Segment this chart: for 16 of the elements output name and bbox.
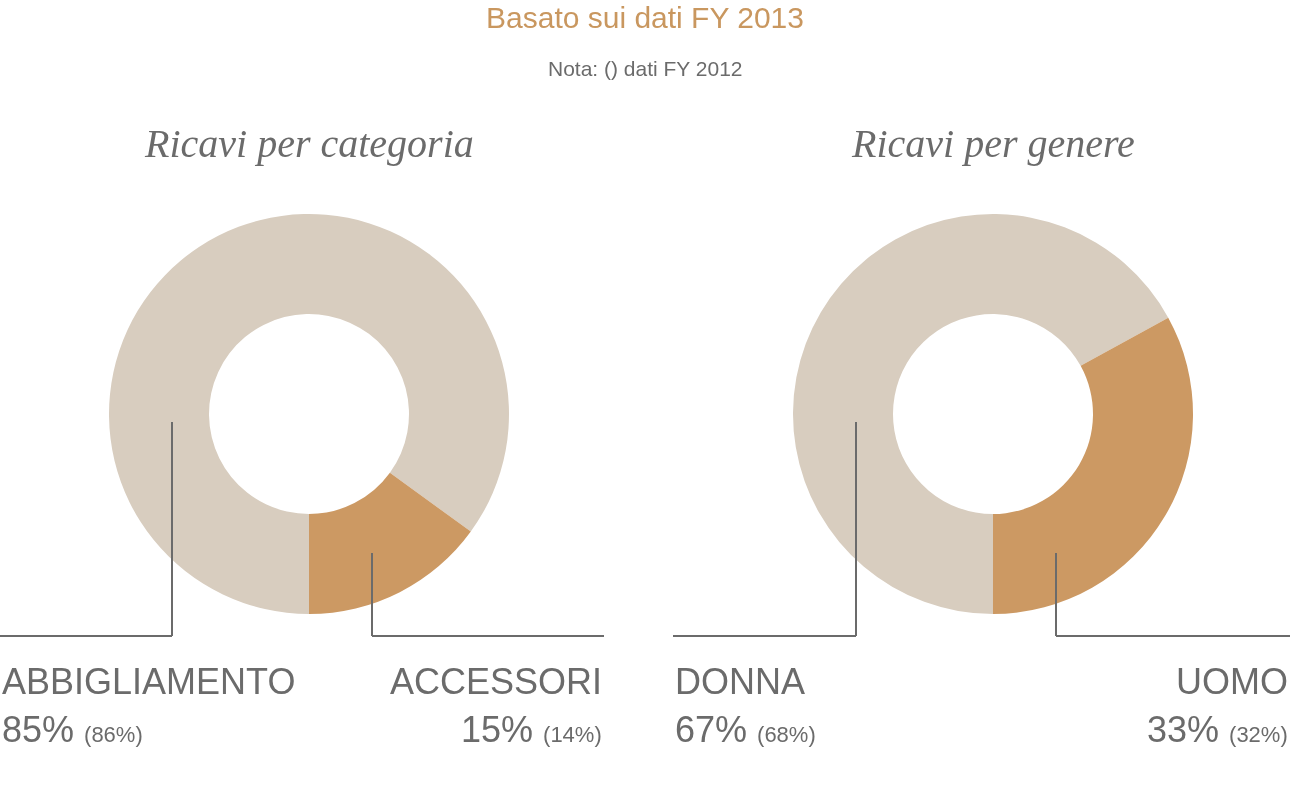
slice-label: ABBIGLIAMENTO (2, 661, 296, 702)
chart-title: Ricavi per categoria (144, 121, 474, 166)
donut-slice (993, 317, 1193, 614)
text: Basato sui dati FY 2013 (486, 1, 804, 34)
data-label: 15% (14%) (461, 709, 602, 750)
data-label: 67% (68%) (675, 709, 816, 750)
text: Nota: () dati FY 2012 (548, 57, 743, 80)
data-label: 85% (86%) (2, 709, 143, 750)
slice-label: UOMO (1176, 661, 1288, 702)
data-label: 33% (32%) (1147, 709, 1288, 750)
donut-slice (309, 472, 471, 614)
chart-title: Ricavi per genere (851, 121, 1135, 166)
slice-label: DONNA (675, 661, 806, 702)
slice-label: ACCESSORI (390, 661, 603, 702)
donut-slice (793, 214, 1169, 614)
donut-slice (109, 214, 509, 614)
